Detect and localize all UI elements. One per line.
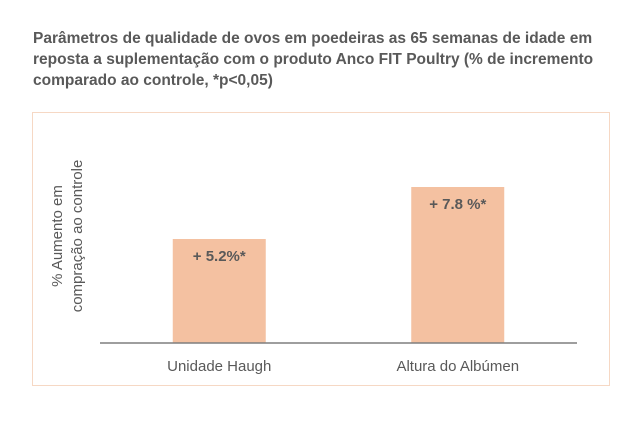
chart-title: Parâmetros de qualidade de ovos em poede… bbox=[33, 28, 623, 91]
bars-group: + 5.2%* + 7.8 %* bbox=[172, 187, 505, 343]
category-label-1: Unidade Haugh bbox=[167, 358, 271, 375]
category-label-2: Altura do Albúmen bbox=[396, 358, 519, 375]
bar-2 bbox=[411, 187, 505, 343]
category-labels: Unidade Haugh Altura do Albúmen bbox=[167, 358, 519, 375]
chart-title-line-1: Parâmetros de qualidade de ovos em poede… bbox=[33, 30, 593, 47]
data-label-2: + 7.8 %* bbox=[429, 196, 486, 213]
chart-title-line-2: reposta a suplementação com o produto An… bbox=[33, 51, 594, 68]
chart-title-line-3: comparado ao controle, *p<0,05) bbox=[33, 72, 273, 89]
y-axis-label-line-1: % Aumento em bbox=[49, 185, 66, 287]
data-label-1: + 5.2%* bbox=[193, 248, 246, 265]
y-axis-label-line-2: compração ao controle bbox=[69, 160, 86, 313]
y-axis-label: % Aumento em compração ao controle bbox=[49, 160, 86, 313]
chart-frame bbox=[32, 112, 610, 386]
bar-1 bbox=[172, 239, 266, 343]
